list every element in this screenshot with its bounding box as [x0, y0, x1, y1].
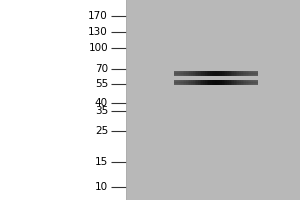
FancyBboxPatch shape [126, 0, 300, 200]
FancyBboxPatch shape [0, 0, 126, 200]
Text: 70: 70 [95, 64, 108, 74]
Text: 10: 10 [95, 182, 108, 192]
Text: 40: 40 [95, 98, 108, 108]
Text: 130: 130 [88, 27, 108, 37]
Text: 25: 25 [95, 126, 108, 136]
Text: 15: 15 [95, 157, 108, 167]
Text: 55: 55 [95, 79, 108, 89]
Text: 35: 35 [95, 106, 108, 116]
Text: 100: 100 [88, 43, 108, 53]
Text: 170: 170 [88, 11, 108, 21]
